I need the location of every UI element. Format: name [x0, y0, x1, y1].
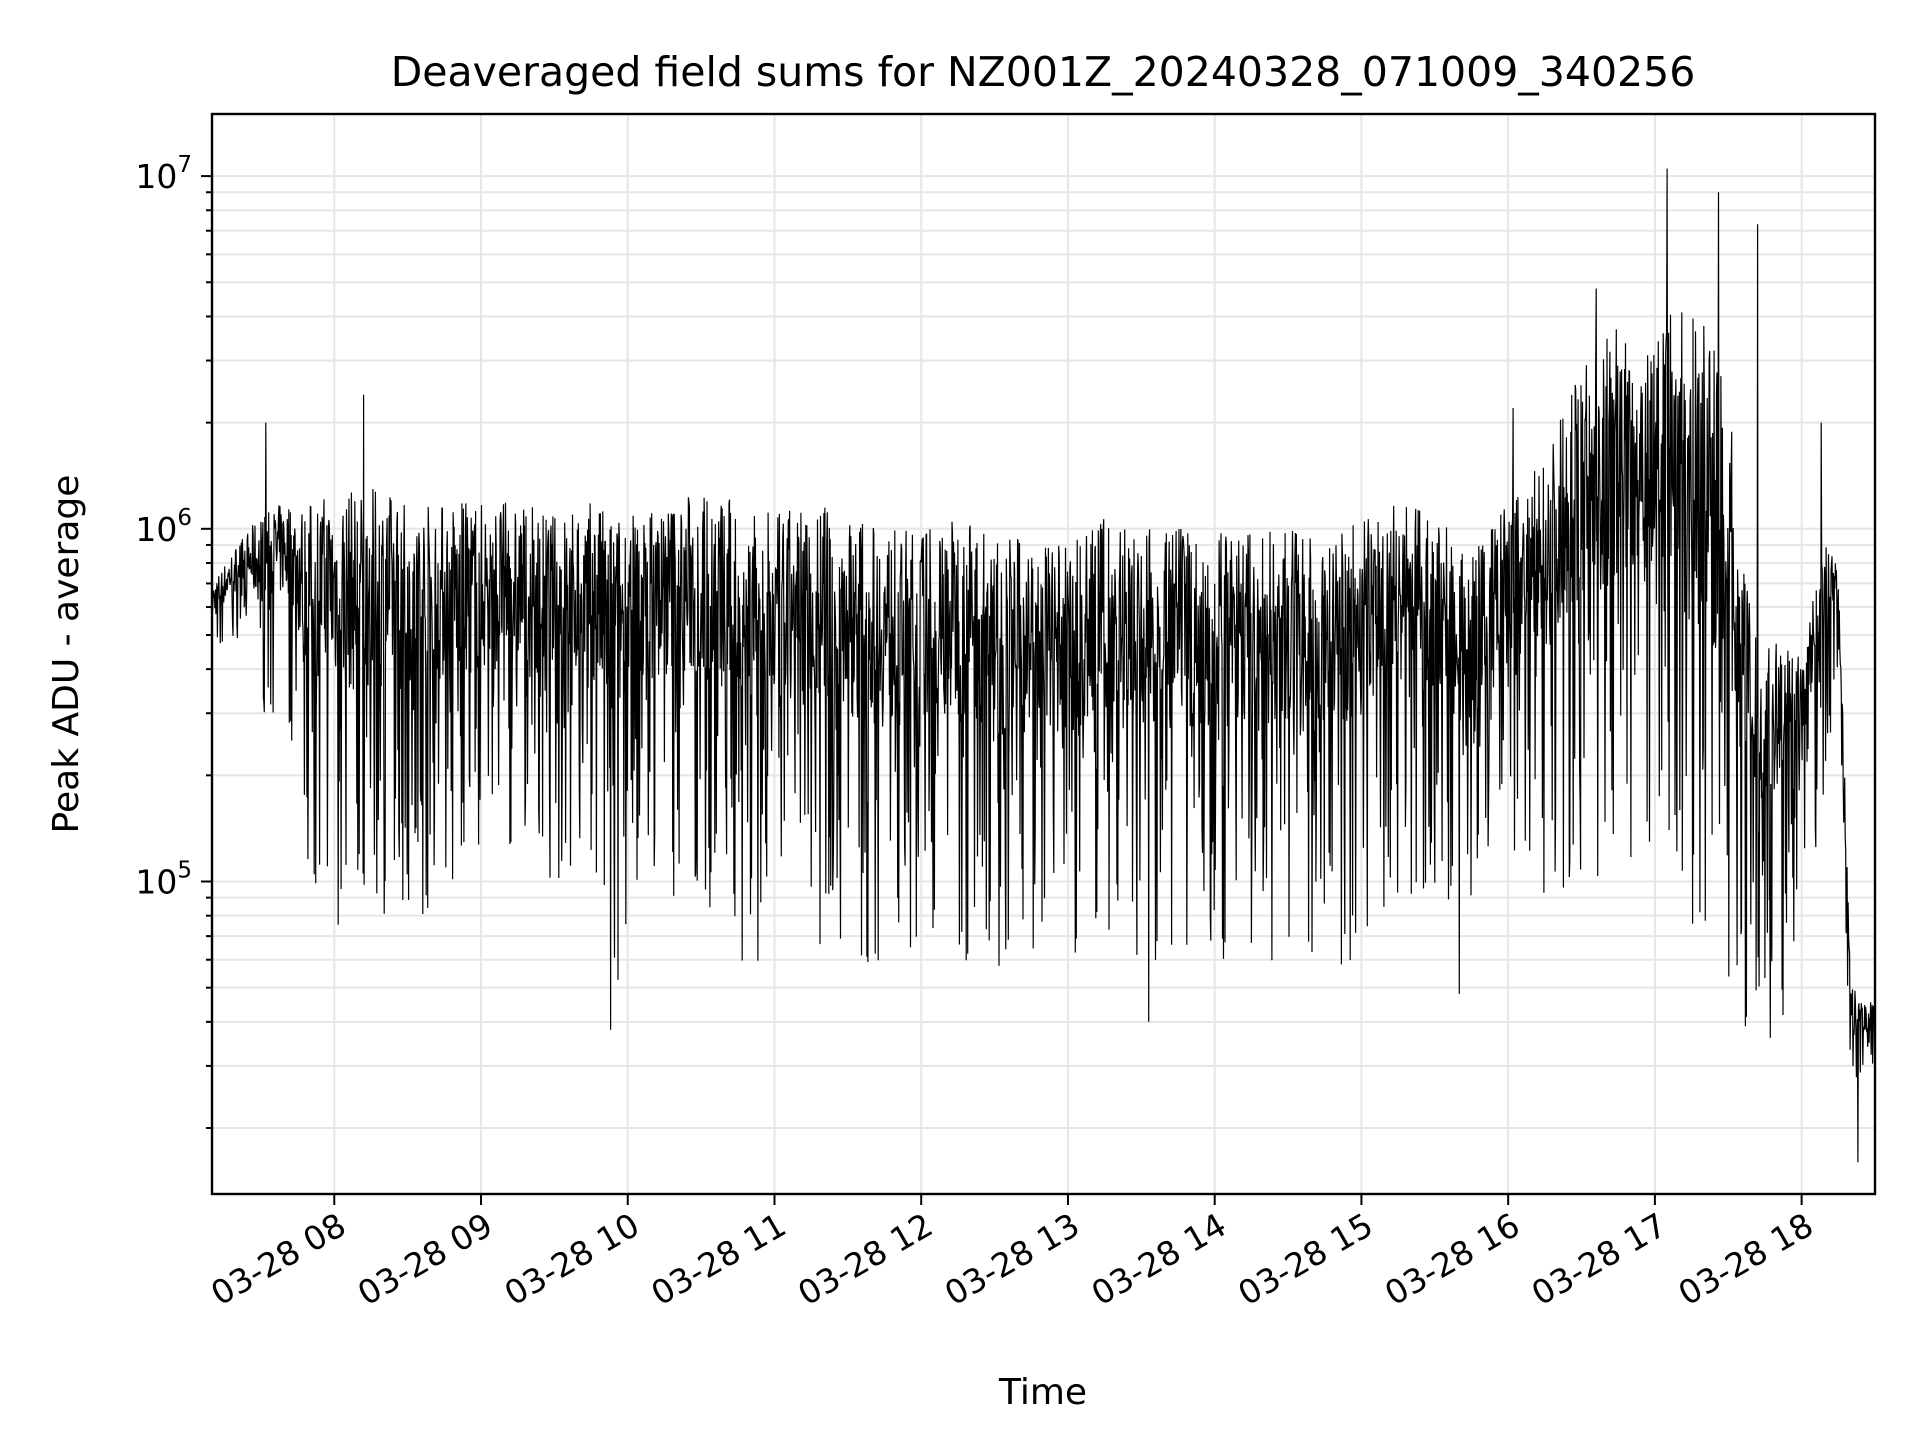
y-tick-label: 105: [135, 857, 192, 901]
chart-title: Deaveraged field sums for NZ001Z_2024032…: [391, 48, 1696, 96]
x-axis-label: Time: [998, 1372, 1087, 1413]
y-tick-label: 106: [135, 505, 192, 549]
y-axis-label: Peak ADU - average: [46, 475, 87, 834]
y-tick-label: 107: [135, 152, 192, 196]
series-line: [211, 168, 1876, 1163]
series-layer: [211, 168, 1876, 1163]
plot-frame: [210, 112, 1877, 1196]
y-axis: 105 106 107: [135, 152, 212, 1130]
